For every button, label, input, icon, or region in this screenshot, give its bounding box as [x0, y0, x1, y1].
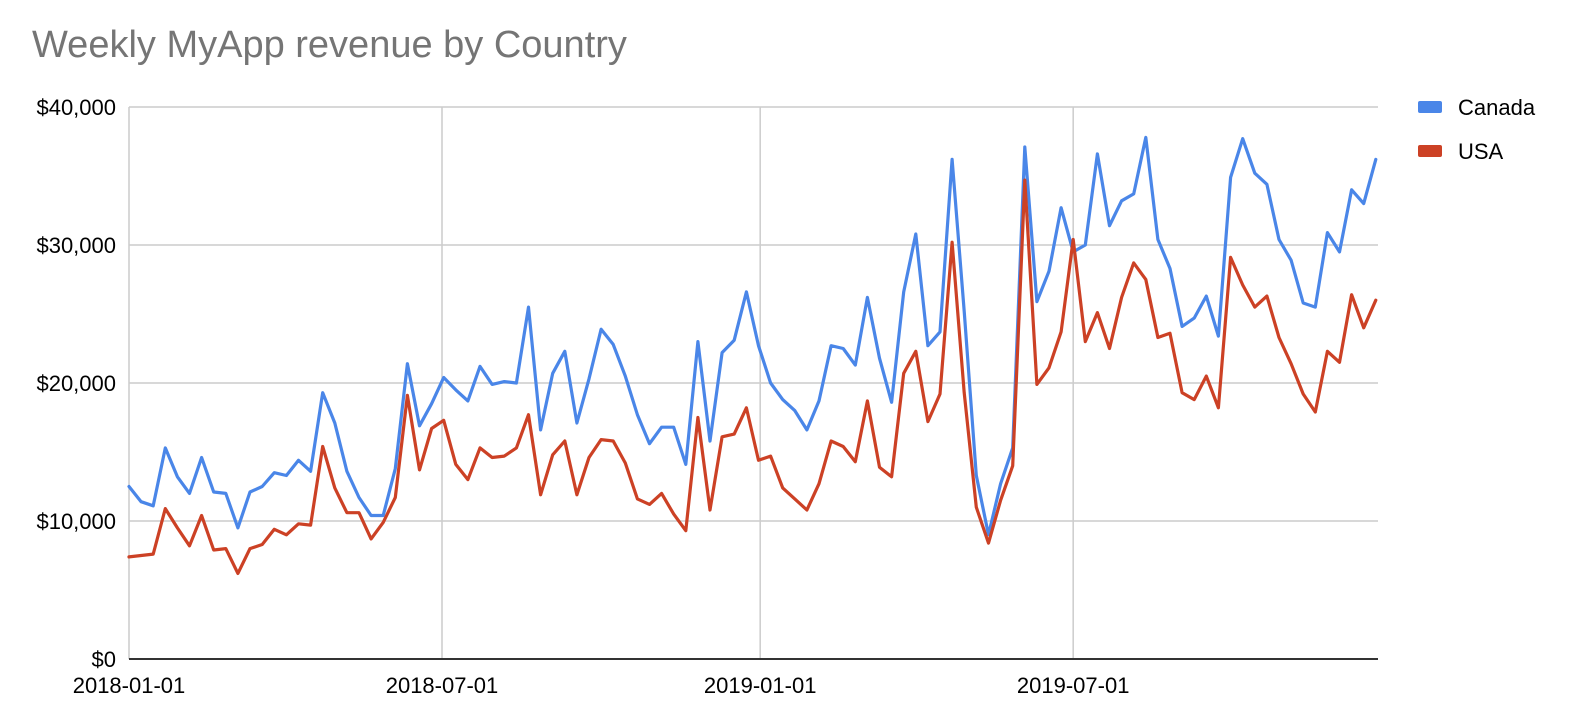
y-tick-label: $10,000: [36, 509, 116, 534]
legend-swatch: [1418, 101, 1442, 113]
series-line-usa: [127, 178, 1378, 575]
y-tick-label: $0: [92, 647, 116, 672]
chart-title: Weekly MyApp revenue by Country: [32, 24, 627, 66]
legend-label: USA: [1458, 139, 1504, 164]
x-tick-label: 2018-07-01: [386, 673, 499, 698]
tick-labels: $0 $10,000 $20,000 $30,000 $40,000 2018-01-01…: [36, 95, 1129, 698]
legend-label: Canada: [1458, 95, 1536, 120]
x-tick-label: 2018-01-01: [73, 673, 186, 698]
x-tick-label: 2019-07-01: [1017, 673, 1130, 698]
x-tick-label: 2019-01-01: [704, 673, 817, 698]
y-tick-label: $40,000: [36, 95, 116, 120]
series-lines: [127, 135, 1378, 575]
legend-swatch: [1418, 145, 1442, 157]
legend: Canada USA: [1418, 95, 1536, 164]
gridlines: [128, 106, 1378, 659]
y-tick-label: $30,000: [36, 233, 116, 258]
series-line-canada: [127, 135, 1378, 537]
y-tick-label: $20,000: [36, 371, 116, 396]
